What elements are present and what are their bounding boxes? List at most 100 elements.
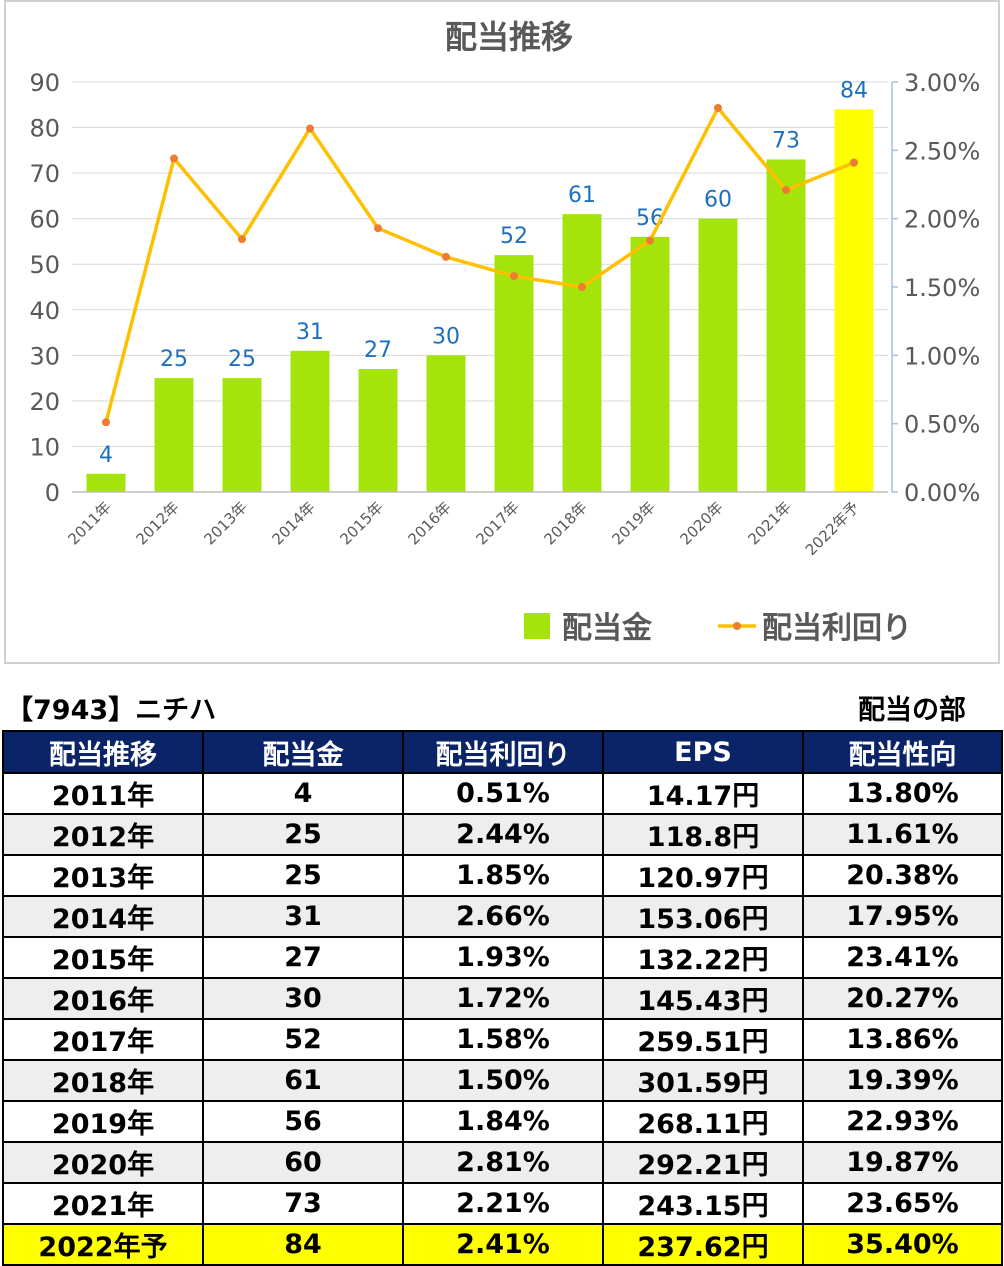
table-row: 2021年 73 2.21% 243.15円 23.65%	[2, 1182, 1003, 1225]
x-tick-label: 2014年	[268, 498, 318, 548]
cell-payout: 23.41%	[802, 936, 1003, 979]
bar-value-label: 30	[432, 324, 460, 349]
cell-eps: 145.43円	[602, 977, 804, 1020]
cell-year: 2015年	[2, 936, 204, 979]
cell-year: 2020年	[2, 1141, 204, 1184]
y-right-tick-label: 2.50%	[904, 137, 980, 165]
bar-value-label: 56	[636, 206, 664, 231]
cell-eps: 301.59円	[602, 1059, 804, 1102]
x-tick-label: 2016年	[404, 498, 454, 548]
bar	[698, 218, 738, 492]
table-row: 2013年 25 1.85% 120.97円 20.38%	[2, 854, 1003, 897]
cell-year: 2011年	[2, 772, 204, 815]
cell-payout: 22.93%	[802, 1100, 1003, 1143]
y-right-tick-label: 1.50%	[904, 274, 980, 302]
yield-point	[374, 224, 382, 233]
cell-eps: 292.21円	[602, 1141, 804, 1184]
yield-point	[646, 236, 654, 245]
bar-value-label: 84	[840, 78, 868, 103]
cell-eps: 132.22円	[602, 936, 804, 979]
cell-yield: 2.66%	[402, 895, 604, 938]
x-tick-label: 2020年	[676, 498, 726, 548]
cell-yield: 2.44%	[402, 813, 604, 856]
cell-yield: 2.41%	[402, 1223, 604, 1266]
cell-dividend: 4	[202, 772, 404, 815]
yield-point	[238, 235, 246, 244]
cell-dividend: 25	[202, 854, 404, 897]
cell-payout: 20.27%	[802, 977, 1003, 1020]
cell-payout: 23.65%	[802, 1182, 1003, 1225]
table-row: 2017年 52 1.58% 259.51円 13.86%	[2, 1018, 1003, 1061]
bar	[630, 236, 670, 492]
cell-year: 2017年	[2, 1018, 204, 1061]
bar-value-label: 60	[704, 188, 732, 213]
cell-year: 2013年	[2, 854, 204, 897]
x-tick-label: 2022年予	[802, 498, 863, 559]
cell-dividend: 73	[202, 1182, 404, 1225]
table-row: 2019年 56 1.84% 268.11円 22.93%	[2, 1100, 1003, 1143]
bar	[834, 109, 874, 492]
legend-line-marker	[733, 622, 741, 630]
y-left-tick-label: 40	[29, 297, 60, 325]
bar	[358, 369, 398, 492]
dividend-chart: 配当推移 0 10 20 30 40 50 60 70 80 90 0.00% 0.50% 1.00% 1.…	[29, 18, 980, 646]
cell-eps: 268.11円	[602, 1100, 804, 1143]
bar	[766, 159, 806, 492]
bar-value-label: 4	[99, 443, 113, 468]
bar	[86, 473, 126, 492]
y-right-tick-label: 2.00%	[904, 206, 980, 234]
cell-yield: 2.21%	[402, 1182, 604, 1225]
cell-yield: 1.93%	[402, 936, 604, 979]
cell-dividend: 27	[202, 936, 404, 979]
cell-yield: 1.72%	[402, 977, 604, 1020]
header-yield: 配当利回り	[402, 730, 604, 774]
yield-line	[104, 106, 855, 423]
yield-point	[102, 418, 110, 427]
cell-dividend: 56	[202, 1100, 404, 1143]
cell-dividend: 84	[202, 1223, 404, 1266]
bar-value-label: 73	[772, 128, 800, 153]
y-left-tick-label: 50	[29, 251, 60, 279]
y-left-tick-label: 10	[29, 433, 60, 461]
cell-dividend: 60	[202, 1141, 404, 1184]
x-tick-label: 2012年	[132, 498, 182, 548]
y-right-tick-label: 3.00%	[904, 69, 980, 97]
yield-point	[510, 272, 518, 281]
y-right-tick-label: 0.50%	[904, 411, 980, 439]
cell-eps: 237.62円	[602, 1223, 804, 1266]
table-row: 2011年 4 0.51% 14.17円 13.80%	[2, 772, 1003, 815]
header-dividend: 配当金	[202, 730, 404, 774]
cell-eps: 118.8円	[602, 813, 804, 856]
cell-dividend: 25	[202, 813, 404, 856]
cell-year: 2018年	[2, 1059, 204, 1102]
header-payout: 配当性向	[802, 730, 1003, 774]
bar	[562, 214, 602, 492]
cell-yield: 2.81%	[402, 1141, 604, 1184]
dividend-chart-panel: 配当推移 0 10 20 30 40 50 60 70 80 90 0.00% 0.50% 1.00% 1.…	[4, 0, 1000, 664]
x-tick-label: 2013年	[200, 498, 250, 548]
cell-yield: 0.51%	[402, 772, 604, 815]
cell-eps: 243.15円	[602, 1182, 804, 1225]
cell-yield: 1.50%	[402, 1059, 604, 1102]
y-left-tick-label: 30	[29, 342, 60, 370]
x-tick-label: 2017年	[472, 498, 522, 548]
cell-eps: 259.51円	[602, 1018, 804, 1061]
cell-dividend: 30	[202, 977, 404, 1020]
x-tick-label: 2015年	[336, 498, 386, 548]
section-label: 配当の部	[858, 695, 966, 726]
y-left-tick-label: 20	[29, 388, 60, 416]
cell-dividend: 52	[202, 1018, 404, 1061]
y-left-tick-label: 70	[29, 160, 60, 188]
yield-point	[306, 124, 314, 133]
bar	[494, 255, 534, 492]
yield-point	[170, 154, 178, 163]
cell-payout: 13.80%	[802, 772, 1003, 815]
y-left-tick-label: 80	[29, 115, 60, 143]
bar-value-label: 31	[296, 320, 324, 345]
table-row: 2022年予 84 2.41% 237.62円 35.40%	[2, 1223, 1003, 1266]
bar-value-label: 25	[228, 347, 256, 372]
yield-point	[442, 252, 450, 261]
table-row: 2012年 25 2.44% 118.8円 11.61%	[2, 813, 1003, 856]
cell-payout: 11.61%	[802, 813, 1003, 856]
bar-value-label: 25	[160, 347, 188, 372]
